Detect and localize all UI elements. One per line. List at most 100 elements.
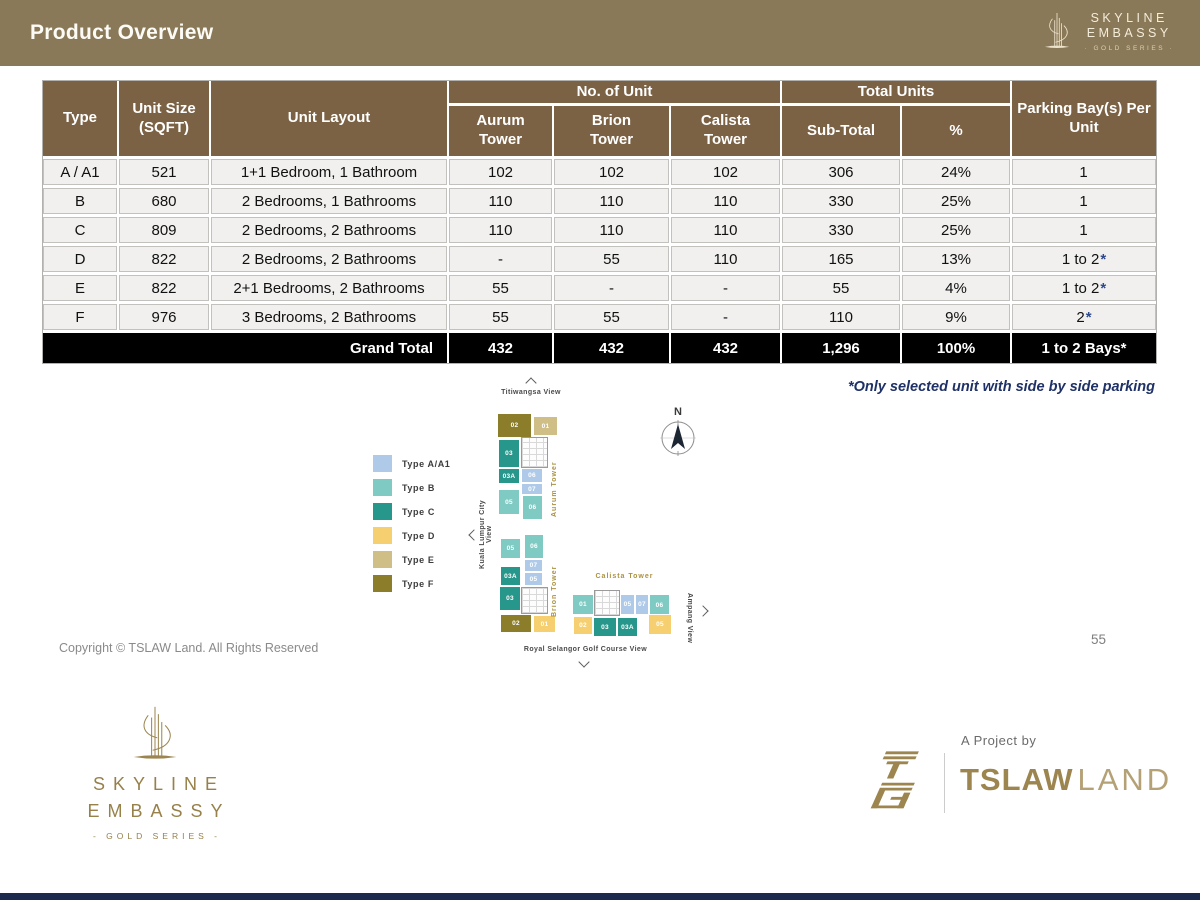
plan-unit-aurum-05: 05 xyxy=(498,489,520,515)
table-cell-size: 680 xyxy=(119,188,209,214)
legend-item-A: Type A/A1 xyxy=(373,455,450,472)
footer-brand-line1: SKYLINE xyxy=(92,774,226,794)
table-cell-type: E xyxy=(43,275,117,301)
plan-unit-aurum-core xyxy=(521,437,548,468)
chevron-right-icon xyxy=(697,605,709,617)
table-cell-brion: 55 xyxy=(554,246,669,272)
view-label-titiwangsa: Titiwangsa View xyxy=(501,389,561,396)
table-cell-size: 976 xyxy=(119,304,209,330)
table-cell-subtotal: 55 xyxy=(782,275,900,301)
legend-item-B: Type B xyxy=(373,479,450,496)
table-cell-calista: - xyxy=(671,304,780,330)
legend-label: Type C xyxy=(402,506,435,517)
unit-mix-table: Type Unit Size (SQFT) Unit Layout No. of… xyxy=(42,80,1157,364)
plan-unit-calista-05: 05 xyxy=(648,614,672,635)
table-cell-parking: 1 xyxy=(1012,217,1156,243)
unit-type-legend: Type A/A1 Type B Type C Type D Type E Type F xyxy=(373,455,450,599)
page-number: 55 xyxy=(1091,632,1107,647)
table-cell-calista: 110 xyxy=(671,217,780,243)
plan-unit-aurum-02: 02 xyxy=(497,413,532,438)
legend-item-D: Type D xyxy=(373,527,450,544)
table-cell-parking: 1 xyxy=(1012,159,1156,185)
plan-unit-aurum-07: 07 xyxy=(521,483,543,495)
copyright-text: Copyright © TSLAW Land. All Rights Reser… xyxy=(59,641,319,655)
legend-swatch-D xyxy=(373,527,392,544)
plan-unit-brion-03A: 03A xyxy=(500,566,521,586)
col-header-aurum-tower: Aurum Tower xyxy=(449,106,552,156)
plan-unit-calista-07: 07 xyxy=(635,594,649,615)
col-header-sub-total: Sub-Total xyxy=(782,106,900,156)
grand-total-aurum: 432 xyxy=(449,333,552,363)
compass-north-label: N xyxy=(674,406,682,418)
table-cell-calista: 110 xyxy=(671,188,780,214)
tslaw-bold-text: TSLAW xyxy=(960,762,1074,797)
plan-unit-calista-03A: 03A xyxy=(617,617,638,637)
table-cell-parking: 2 * xyxy=(1012,304,1156,330)
grand-total-percent: 100% xyxy=(902,333,1010,363)
table-cell-layout: 2+1 Bedrooms, 2 Bathrooms xyxy=(211,275,447,301)
legend-swatch-E xyxy=(373,551,392,568)
table-cell-subtotal: 110 xyxy=(782,304,900,330)
plan-unit-calista-06: 06 xyxy=(649,594,670,616)
table-cell-size: 822 xyxy=(119,275,209,301)
table-cell-type: A / A1 xyxy=(43,159,117,185)
plan-unit-calista-02: 02 xyxy=(573,616,593,635)
table-cell-layout: 2 Bedrooms, 2 Bathrooms xyxy=(211,246,447,272)
plan-unit-brion-core xyxy=(521,587,548,614)
tower-label-brion: Brion Tower xyxy=(551,565,558,617)
table-cell-percent: 4% xyxy=(902,275,1010,301)
footer-brand-series: - GOLD SERIES - xyxy=(92,831,221,841)
table-cell-type: D xyxy=(43,246,117,272)
grand-total-calista: 432 xyxy=(671,333,780,363)
table-cell-brion: 55 xyxy=(554,304,669,330)
plan-unit-brion-05: 05 xyxy=(524,572,543,586)
plan-unit-aurum-06: 06 xyxy=(522,495,543,520)
plan-unit-calista-01: 01 xyxy=(572,594,594,615)
tower-label-aurum: Aurum Tower xyxy=(551,461,558,517)
col-header-type: Type xyxy=(43,81,117,156)
compass-icon xyxy=(660,420,696,456)
col-header-no-of-unit: No. of Unit xyxy=(449,81,780,103)
table-cell-brion: 110 xyxy=(554,188,669,214)
table-cell-calista: 110 xyxy=(671,246,780,272)
brand-logo-footer: SKYLINE EMBASSY - GOLD SERIES - xyxy=(62,704,248,841)
legend-item-C: Type C xyxy=(373,503,450,520)
plan-unit-brion-03: 03 xyxy=(499,586,521,611)
table-cell-calista: - xyxy=(671,275,780,301)
col-header-percent: % xyxy=(902,106,1010,156)
bottom-accent-bar xyxy=(0,893,1200,900)
legend-label: Type E xyxy=(402,554,435,565)
brand-series: · GOLD SERIES · xyxy=(1084,45,1174,53)
header-bar: Product Overview SKYLINE EMBASSY · GOLD … xyxy=(0,0,1200,66)
table-cell-size: 521 xyxy=(119,159,209,185)
plan-unit-aurum-03: 03 xyxy=(498,439,520,468)
plan-unit-brion-01: 01 xyxy=(533,615,556,633)
plan-unit-aurum-06: 06 xyxy=(521,468,543,483)
table-cell-type: B xyxy=(43,188,117,214)
legend-label: Type B xyxy=(402,482,435,493)
plan-unit-brion-06: 06 xyxy=(524,534,544,559)
skyline-tower-icon xyxy=(133,706,177,759)
table-cell-percent: 25% xyxy=(902,188,1010,214)
col-header-unit-size: Unit Size (SQFT) xyxy=(119,81,209,156)
plan-unit-calista-core xyxy=(594,590,620,616)
legend-item-E: Type E xyxy=(373,551,450,568)
table-cell-aurum: 55 xyxy=(449,275,552,301)
brand-logo-header: SKYLINE EMBASSY · GOLD SERIES · xyxy=(1038,6,1174,58)
legend-swatch-F xyxy=(373,575,392,592)
grand-total-parking: 1 to 2 Bays* xyxy=(1012,333,1156,363)
col-header-parking: Parking Bay(s) Per Unit xyxy=(1012,81,1156,156)
footer-brand-line2: EMBASSY xyxy=(87,801,231,821)
table-cell-aurum: 55 xyxy=(449,304,552,330)
page-title: Product Overview xyxy=(30,21,214,44)
table-cell-aurum: 110 xyxy=(449,217,552,243)
plan-unit-brion-07: 07 xyxy=(524,559,543,572)
table-cell-aurum: 110 xyxy=(449,188,552,214)
table-cell-percent: 24% xyxy=(902,159,1010,185)
grand-total-brion: 432 xyxy=(554,333,669,363)
table-cell-size: 809 xyxy=(119,217,209,243)
table-cell-calista: 102 xyxy=(671,159,780,185)
table-cell-subtotal: 165 xyxy=(782,246,900,272)
legend-swatch-A xyxy=(373,455,392,472)
